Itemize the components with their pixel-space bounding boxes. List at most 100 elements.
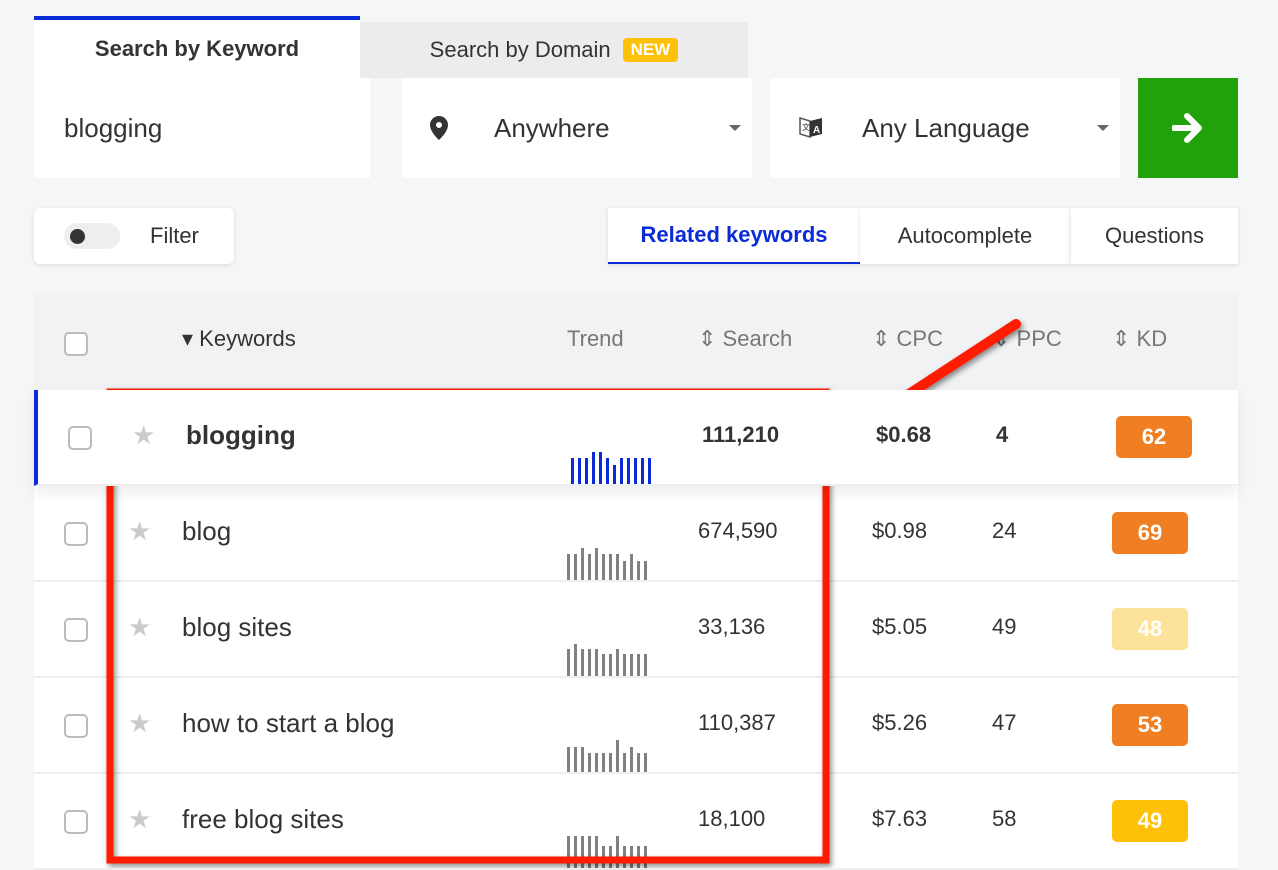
trend-bar: [613, 464, 616, 484]
trend-sparkline: [571, 448, 651, 484]
trend-bar: [574, 836, 577, 868]
tab-search-by-keyword[interactable]: Search by Keyword: [34, 16, 360, 78]
trend-bar: [567, 747, 570, 772]
row-checkbox[interactable]: [64, 714, 88, 738]
trend-bar: [602, 554, 605, 580]
toggle-switch[interactable]: [64, 223, 120, 249]
trend-bar: [630, 747, 633, 772]
header-label: Search: [722, 326, 793, 351]
trend-bar: [581, 648, 584, 676]
row-checkbox[interactable]: [64, 522, 88, 546]
ppc-cell: 58: [992, 806, 1017, 831]
ppc-cell: 24: [992, 518, 1017, 543]
trend-bar: [623, 560, 626, 580]
trend-sparkline: [567, 832, 647, 868]
header-label: Keywords: [199, 326, 296, 351]
ppc-cell: 4: [996, 422, 1009, 447]
keyword-cell[interactable]: blog sites: [182, 612, 292, 642]
chevron-down-icon: [1097, 125, 1109, 131]
cpc-cell: $5.05: [872, 614, 928, 639]
trend-bar: [609, 554, 612, 580]
tab-related-keywords[interactable]: Related keywords: [608, 208, 860, 264]
star-icon[interactable]: ★: [128, 804, 152, 834]
cpc-cell: $7.63: [872, 806, 928, 831]
trend-bar: [616, 554, 619, 580]
keyword-cell[interactable]: how to start a blog: [182, 708, 395, 738]
row-checkbox[interactable]: [64, 618, 88, 642]
trend-bar: [623, 845, 626, 868]
star-icon[interactable]: ★: [132, 420, 156, 450]
trend-bar: [609, 752, 612, 772]
trend-bar: [609, 653, 612, 676]
table-row[interactable]: ★ free blog sites 18,100 $7.63 58 49: [34, 774, 1238, 870]
trend-bar: [637, 560, 640, 580]
table-row[interactable]: ★ blog 674,590 $0.98 24 69: [34, 486, 1238, 582]
trend-bar: [641, 458, 644, 484]
trend-bar: [630, 653, 633, 676]
trend-bar: [623, 752, 626, 772]
trend-bar: [599, 452, 602, 484]
kd-badge: 48: [1112, 608, 1188, 650]
trend-bar: [637, 752, 640, 772]
trend-bar: [609, 845, 612, 868]
chevron-down-icon: [729, 125, 741, 131]
keyword-cell[interactable]: free blog sites: [182, 804, 344, 834]
ppc-column-header[interactable]: ⇕ PPC: [992, 326, 1062, 351]
arrow-right-icon: [1172, 113, 1202, 143]
search-column-header[interactable]: ⇕ Search: [698, 326, 793, 351]
header-label: CPC: [896, 326, 943, 351]
star-icon[interactable]: ★: [128, 708, 152, 738]
table-row[interactable]: ★ how to start a blog 110,387 $5.26 47 5…: [34, 678, 1238, 774]
trend-bar: [588, 648, 591, 676]
keyword-cell[interactable]: blogging: [186, 420, 296, 450]
trend-bar: [630, 845, 633, 868]
trend-bar: [581, 747, 584, 772]
tab-questions[interactable]: Questions: [1070, 208, 1238, 264]
trend-bar: [592, 452, 595, 484]
kd-column-header[interactable]: ⇕ KD: [1112, 326, 1168, 351]
trend-bar: [595, 836, 598, 868]
trend-bar: [588, 752, 591, 772]
search-submit-button[interactable]: [1138, 78, 1238, 178]
star-icon[interactable]: ★: [128, 516, 152, 546]
trend-sparkline: [567, 640, 647, 676]
translate-icon: A文: [799, 116, 822, 139]
trend-bar: [574, 554, 577, 580]
keyword-cell[interactable]: blog: [182, 516, 232, 546]
filter-toggle[interactable]: Filter: [34, 208, 234, 264]
kd-badge: 69: [1112, 512, 1188, 554]
trend-bar: [627, 458, 630, 484]
trend-bar: [644, 752, 647, 772]
trend-bar: [595, 648, 598, 676]
trend-bar: [602, 845, 605, 868]
trend-bar: [574, 747, 577, 772]
trend-bar: [644, 653, 647, 676]
trend-bar: [606, 458, 609, 484]
trend-bar: [644, 560, 647, 580]
trend-bar: [620, 458, 623, 484]
cpc-column-header[interactable]: ⇕ CPC: [872, 326, 943, 351]
tab-search-by-domain[interactable]: Search by Domain NEW: [360, 22, 748, 78]
location-select[interactable]: Anywhere: [402, 78, 752, 178]
trend-bar: [637, 653, 640, 676]
search-volume-cell: 33,136: [698, 614, 766, 639]
tab-autocomplete[interactable]: Autocomplete: [860, 208, 1070, 264]
search-volume-cell: 110,387: [698, 710, 776, 735]
kd-badge: 49: [1112, 800, 1188, 842]
ppc-cell: 47: [992, 710, 1017, 735]
row-checkbox[interactable]: [68, 426, 92, 450]
location-pin-icon: [430, 116, 448, 140]
trend-bar: [571, 458, 574, 484]
trend-bar: [644, 845, 647, 868]
keyword-input[interactable]: blogging: [34, 78, 370, 178]
table-row[interactable]: ★ blogging 111,210 $0.68 4 62: [34, 390, 1238, 486]
trend-bar: [616, 648, 619, 676]
keywords-column-header[interactable]: ▾ Keywords: [182, 326, 296, 351]
table-row[interactable]: ★ blog sites 33,136 $5.05 49 48: [34, 582, 1238, 678]
star-icon[interactable]: ★: [128, 612, 152, 642]
select-all-checkbox[interactable]: [64, 332, 88, 356]
row-checkbox[interactable]: [64, 810, 88, 834]
trend-bar: [595, 752, 598, 772]
trend-bar: [578, 458, 581, 484]
